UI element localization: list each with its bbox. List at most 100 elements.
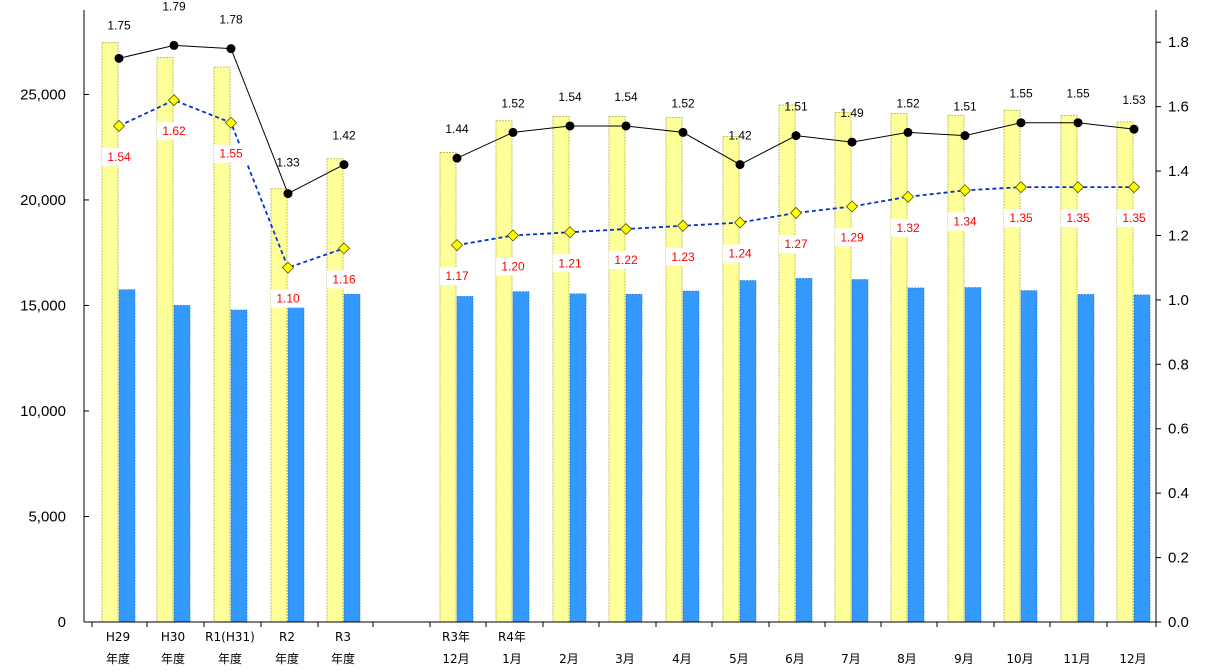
marker-circle-9 [678,127,688,137]
data-label-red-1: 1.62 [162,124,186,138]
category-label-line2-8: 3月 [615,652,635,666]
bar-yellow-0 [101,42,119,623]
bar-yellow-8 [608,116,626,623]
category-label-line1-1: H30 [161,630,185,644]
data-label-red-7: 1.21 [558,256,582,270]
bar-yellow-3 [270,188,288,623]
data-label-red-bg-10 [723,244,757,263]
right-tick-label-4: 0.8 [1168,356,1189,373]
data-label-red-bg-15 [1004,209,1038,228]
bar-blue-7 [569,293,587,623]
right-tick-label-0: 0.0 [1168,614,1189,631]
right-tick-label-6: 1.2 [1168,227,1189,244]
bar-blue-5 [456,296,474,623]
marker-diamond-11 [789,206,803,219]
data-label-red-3: 1.10 [276,292,300,306]
marker-circle-7 [565,121,575,131]
data-label-red-bg-1 [157,122,191,141]
bar-yellow-4 [326,158,344,623]
marker-circle-5 [452,153,462,163]
data-label-black-12: 1.49 [840,106,864,120]
bar-yellow-13 [890,113,908,623]
data-label-red-0: 1.54 [107,150,131,164]
data-label-red-bg-5 [440,267,474,286]
category-label-line1-5: R3年 [442,630,470,644]
data-label-red-bg-13 [891,218,925,237]
marker-circle-2 [226,44,236,54]
category-label-line2-5: 12月 [442,652,469,666]
marker-diamond-13 [901,190,915,203]
bar-blue-6 [512,291,530,623]
bar-yellow-11 [778,104,796,623]
right-tick-label-2: 0.4 [1168,485,1189,502]
bar-blue-2 [230,309,248,623]
marker-diamond-9 [676,219,690,232]
category-label-line1-0: H29 [106,630,130,644]
category-label-line2-7: 2月 [559,652,579,666]
right-tick-label-9: 1.8 [1168,34,1189,51]
data-label-red-bg-17 [1117,209,1151,228]
bar-blue-10 [739,280,757,623]
marker-circle-15 [1016,118,1026,128]
marker-diamond-14 [958,184,972,197]
right-tick-label-8: 1.6 [1168,99,1189,116]
marker-circle-16 [1073,118,1083,128]
bar-blue-1 [173,305,191,623]
data-label-red-bg-0 [102,147,136,166]
bar-yellow-1 [156,57,174,623]
data-label-red-16: 1.35 [1066,211,1090,225]
category-label-line2-11: 6月 [785,652,805,666]
marker-diamond-12 [845,200,859,213]
bar-yellow-12 [834,111,852,623]
data-label-black-11: 1.51 [784,100,808,114]
bar-yellow-16 [1060,115,1078,623]
data-label-red-bg-9 [666,247,700,266]
marker-diamond-10 [733,216,747,229]
data-label-red-8: 1.22 [614,253,638,267]
marker-diamond-7 [563,226,577,239]
data-label-red-bg-16 [1061,209,1095,228]
data-label-red-14: 1.34 [953,214,977,228]
marker-circle-14 [960,131,970,141]
marker-circle-4 [339,160,349,170]
data-label-black-17: 1.53 [1122,93,1146,107]
data-label-red-bg-6 [496,257,530,276]
bars-layer [101,42,1151,623]
category-label-line1-6: R4年 [498,630,526,644]
left-tick-label-2: 10,000 [20,403,66,420]
marker-circle-1 [169,40,179,50]
data-label-red-bg-7 [553,254,587,273]
marker-diamond-16 [1071,181,1085,194]
data-label-red-bg-4 [327,270,361,289]
marker-diamond-1 [167,94,181,107]
marker-diamond-3 [281,261,295,274]
data-label-red-bg-11 [779,234,813,253]
bar-blue-4 [343,293,361,623]
right-tick-label-1: 0.2 [1168,550,1189,567]
bar-yellow-9 [665,117,683,623]
labels-layer: 1.75 1.79 1.78 1.33 1.42 1.44 1.52 1.54 1.54 1.52… [102,0,1151,308]
left-tick-label-5: 25,000 [20,86,66,103]
data-label-red-17: 1.35 [1122,211,1146,225]
bar-yellow-10 [722,136,740,623]
data-label-black-1: 1.79 [162,0,186,13]
data-label-black-13: 1.52 [896,96,920,110]
data-label-black-8: 1.54 [614,90,638,104]
marker-circle-17 [1129,124,1139,134]
bar-blue-0 [118,289,136,623]
data-label-red-13: 1.32 [896,221,920,235]
marker-circle-0 [114,53,124,63]
left-tick-label-3: 15,000 [20,297,66,314]
data-label-red-12: 1.29 [840,230,864,244]
category-label-line2-2: 年度 [218,651,242,666]
left-tick-label-4: 20,000 [20,192,66,209]
right-tick-label-3: 0.6 [1168,421,1189,438]
marker-circle-10 [735,160,745,170]
left-tick-label-1: 5,000 [28,508,66,525]
marker-diamond-8 [619,222,633,236]
data-label-black-6: 1.52 [501,96,525,110]
category-label-line2-17: 12月 [1119,652,1146,666]
bar-blue-17 [1133,294,1151,623]
bar-blue-15 [1020,290,1038,623]
